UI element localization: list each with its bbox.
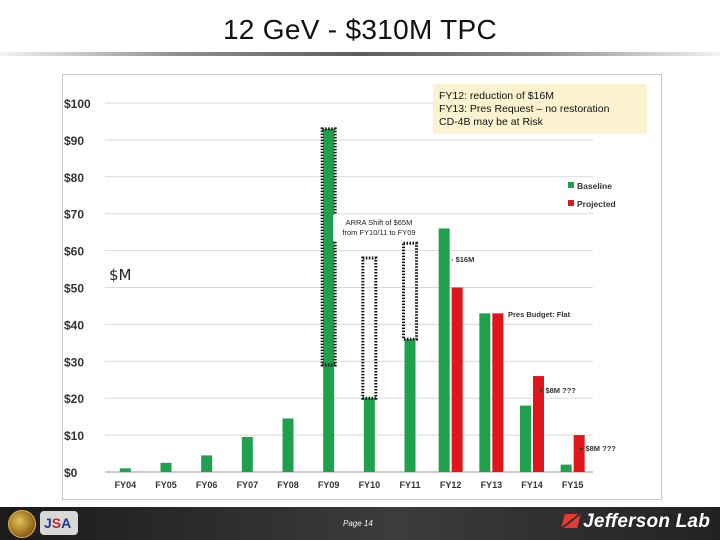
bar-baseline (282, 418, 294, 472)
x-tick-label: FY09 (318, 480, 340, 490)
annotation-fy12-delta: - $16M (451, 255, 474, 264)
arra-label-bg (333, 215, 425, 241)
x-tick-label: FY07 (237, 480, 259, 490)
arra-shift-box (361, 256, 378, 400)
bar-projected (533, 376, 544, 472)
jsa-logo-icon: JSA (40, 511, 78, 535)
x-tick-label: FY05 (155, 480, 177, 490)
arra-label-line1: ARRA Shift of $65M (346, 218, 413, 227)
doe-seal-icon (8, 510, 36, 538)
x-tick-label: FY10 (359, 480, 381, 490)
chart-frame: $0 $10 $20 $30 $40 $50 $60 $70 $80 $90 $100 $M FY04 F… (62, 74, 662, 500)
note-line: FY12: reduction of $16M (439, 90, 554, 102)
bar-baseline (323, 128, 335, 472)
x-tick-label: FY14 (521, 480, 543, 490)
bar-baseline (404, 339, 416, 472)
bar-projected (451, 287, 463, 472)
bar-baseline (438, 228, 450, 472)
y-axis-label: $M (109, 266, 132, 284)
x-tick-label: FY11 (399, 480, 420, 490)
bar-baseline (479, 313, 491, 472)
y-tick-label: $60 (64, 245, 84, 259)
note-box (433, 84, 647, 134)
jefferson-lab-logo: Jefferson Lab (561, 511, 710, 533)
y-tick-label: $20 (64, 392, 84, 406)
note-line: CD-4B may be at Risk (439, 116, 544, 128)
y-tick-label: $30 (64, 355, 84, 369)
bar-baseline (160, 462, 172, 472)
footer-bar: JSA Page 14 Jefferson Lab (0, 507, 720, 540)
bar-projected (492, 313, 504, 472)
y-tick-label: $10 (64, 429, 84, 443)
x-tick-label: FY06 (196, 480, 218, 490)
y-tick-label: $90 (64, 134, 84, 148)
bar-projected (573, 435, 585, 472)
y-tick-label: $0 (64, 466, 78, 480)
bar-baseline (560, 464, 572, 472)
y-tick-label: $80 (64, 171, 84, 185)
bar-baseline (201, 455, 213, 472)
x-tick-label: FY15 (562, 480, 584, 490)
bar-baseline (520, 405, 531, 472)
legend-label-projected: Projected (577, 199, 616, 209)
bar-baseline (241, 436, 253, 472)
bar-baseline (363, 398, 375, 472)
legend-label-baseline: Baseline (577, 181, 612, 191)
y-tick-label: $100 (64, 97, 91, 111)
arra-label-line2: from FY10/11 to FY09 (342, 228, 415, 237)
funding-bar-chart: $0 $10 $20 $30 $40 $50 $60 $70 $80 $90 $100 $M FY04 F… (64, 84, 647, 490)
slide-title: 12 GeV - $310M TPC (222, 14, 498, 45)
x-tick-label: FY08 (277, 480, 299, 490)
y-tick-label: $50 (64, 282, 84, 296)
x-tick-label: FY12 (440, 480, 462, 490)
annotation-fy15-note: + $8M ??? (579, 444, 616, 453)
annotation-fy13-note: Pres Budget: Flat (508, 310, 571, 319)
x-tick-label: FY13 (481, 480, 503, 490)
bar-baseline (119, 468, 131, 472)
jefferson-lab-text: Jefferson Lab (583, 511, 710, 532)
legend-swatch-baseline (568, 182, 574, 188)
page-number: Page 14 (343, 519, 373, 528)
x-tick-label: FY04 (115, 480, 137, 490)
y-tick-label: $70 (64, 208, 84, 222)
legend-swatch-projected (568, 200, 574, 206)
arra-shift-box (320, 127, 337, 367)
y-tick-label: $40 (64, 318, 84, 332)
note-line: FY13: Pres Request – no restoration (439, 103, 610, 115)
arra-shift-box (402, 241, 418, 341)
annotation-fy14-note: + $8M ??? (539, 386, 576, 395)
title-rule (0, 52, 720, 56)
jlab-mark-icon (561, 514, 582, 528)
